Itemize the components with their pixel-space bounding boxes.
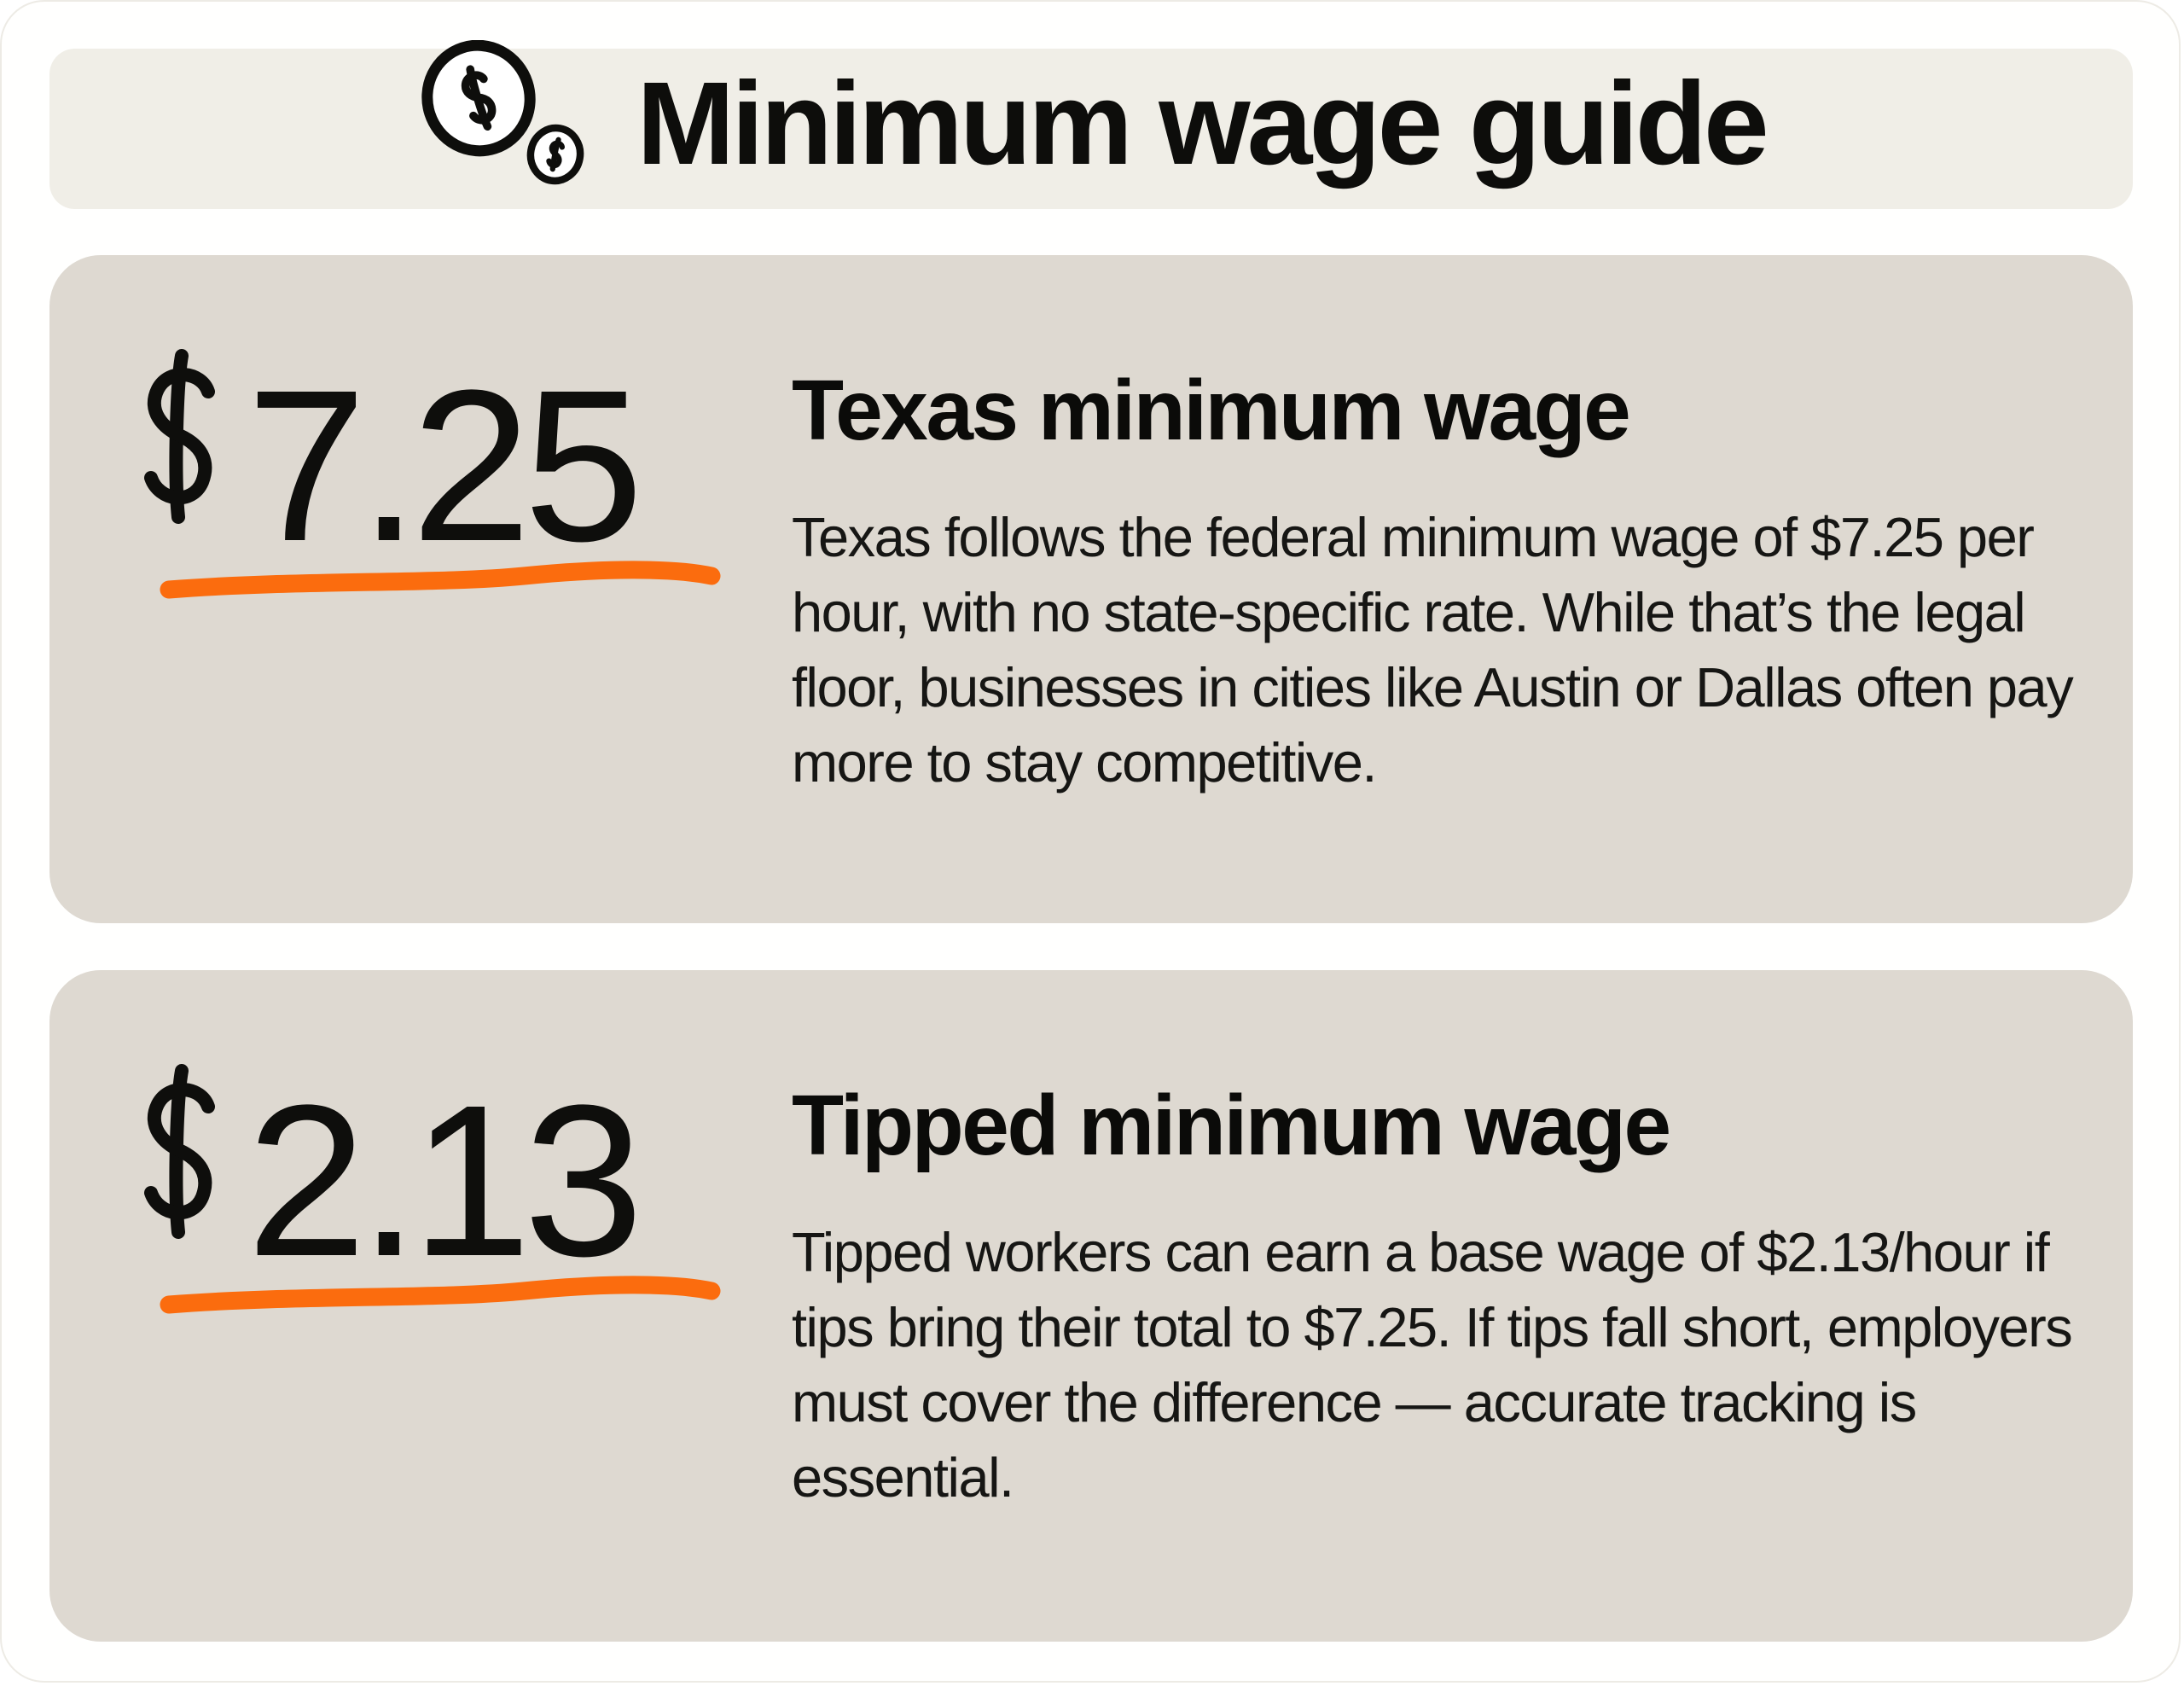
dollar-sign-icon xyxy=(135,349,224,524)
card-body: Texas follows the federal minimum wage o… xyxy=(792,506,2074,794)
amount-value: 2.13 xyxy=(247,1060,643,1301)
card-heading: Tipped minimum wage xyxy=(792,1078,1671,1173)
card-text-column: Texas minimum wage Texas follows the fed… xyxy=(792,255,2110,800)
card-body: Tipped workers can earn a base wage of $… xyxy=(792,1221,2073,1509)
rate-card-texas: 7.25 Texas minimum wage Texas follows th… xyxy=(49,255,2133,923)
dollar-coins-icon xyxy=(421,39,584,184)
amount-texas: 7.25 xyxy=(135,345,643,586)
amount-tipped: 2.13 xyxy=(135,1060,643,1301)
orange-underline xyxy=(160,1276,721,1314)
amount-value: 7.25 xyxy=(247,345,643,586)
page-title: Minimum wage guide xyxy=(636,57,1769,189)
header-bar: Minimum wage guide xyxy=(49,39,2133,209)
card-heading: Texas minimum wage xyxy=(792,363,1631,458)
rate-card-tipped: 2.13 Tipped minimum wage Tipped workers … xyxy=(49,970,2133,1642)
orange-underline xyxy=(160,561,721,599)
dollar-sign-icon xyxy=(135,1064,224,1239)
card-text-column: Tipped minimum wage Tipped workers can e… xyxy=(792,970,2110,1515)
